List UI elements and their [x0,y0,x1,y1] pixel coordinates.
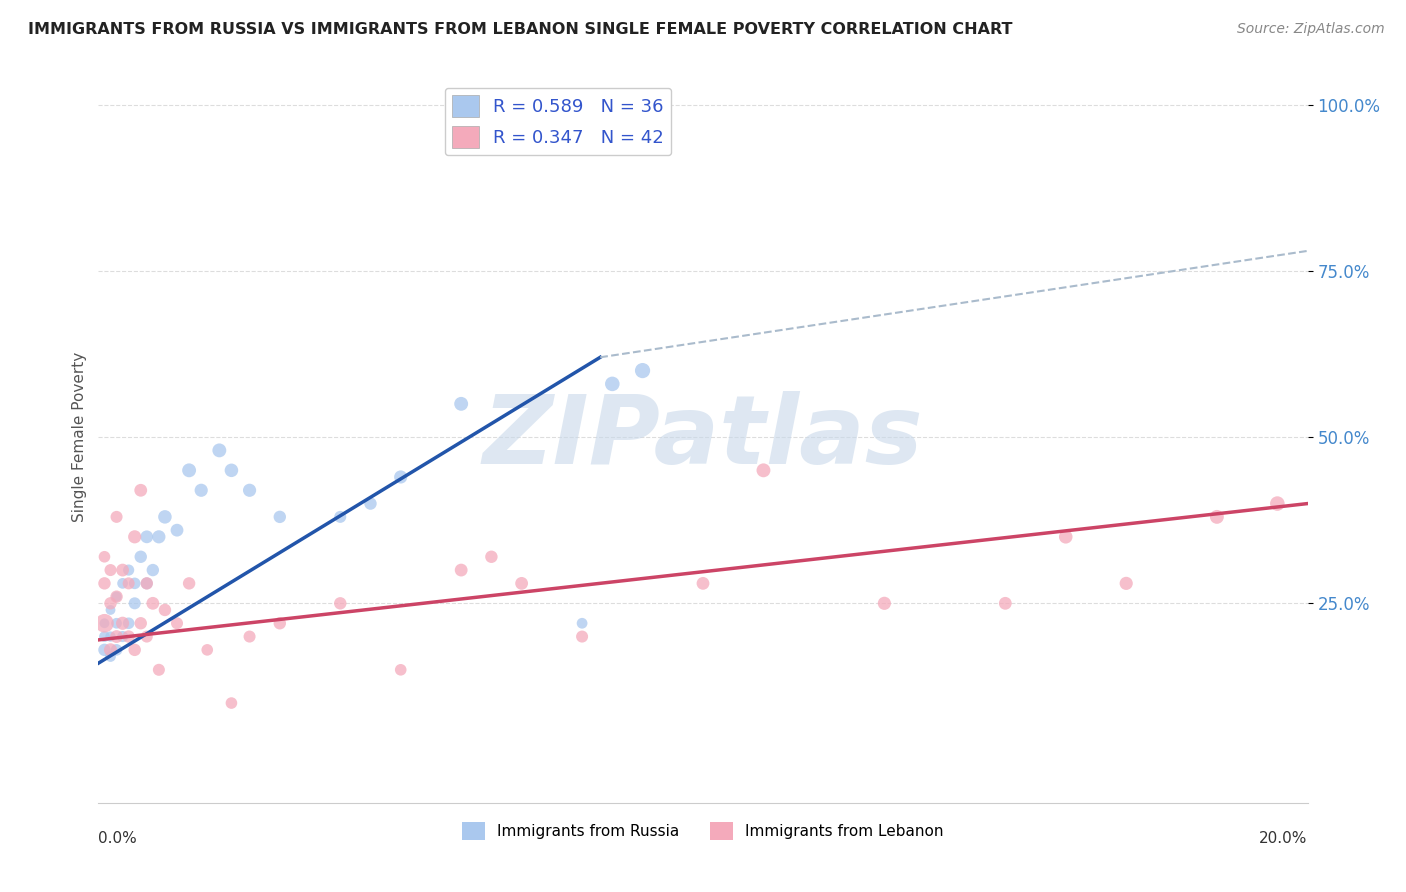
Point [111,630,134,644]
Point [692,576,714,591]
Point [269,616,291,631]
Point [118,576,141,591]
Point [135,630,157,644]
Text: 20.0%: 20.0% [1260,831,1308,846]
Text: 0.0%: 0.0% [98,831,138,846]
Point [93,549,115,564]
Point [111,616,134,631]
Point [1267,497,1289,511]
Point [1115,576,1137,591]
Point [93,616,115,631]
Point [360,497,382,511]
Legend: Immigrants from Russia, Immigrants from Lebanon: Immigrants from Russia, Immigrants from … [456,815,950,847]
Point [239,630,262,644]
Point [450,563,472,577]
Point [873,596,896,610]
Point [153,603,176,617]
Text: Source: ZipAtlas.com: Source: ZipAtlas.com [1237,22,1385,37]
Point [142,563,165,577]
Point [105,630,128,644]
Point [389,470,412,484]
Point [329,596,352,610]
Point [752,463,775,477]
Point [93,616,115,631]
Point [100,649,122,664]
Point [118,563,141,577]
Point [135,576,157,591]
Point [148,530,170,544]
Point [166,616,188,631]
Point [129,549,152,564]
Point [93,576,115,591]
Point [129,483,152,498]
Y-axis label: Single Female Poverty: Single Female Poverty [72,352,87,522]
Point [631,363,654,377]
Point [166,523,188,537]
Point [195,643,218,657]
Point [100,596,122,610]
Point [105,590,128,604]
Point [142,596,165,610]
Point [100,603,122,617]
Point [105,643,128,657]
Point [1206,509,1229,524]
Point [118,630,141,644]
Point [124,643,146,657]
Point [1054,530,1077,544]
Point [105,616,128,631]
Point [100,563,122,577]
Point [93,630,115,644]
Point [135,576,157,591]
Point [269,509,291,524]
Point [93,643,115,657]
Point [602,376,624,391]
Point [124,576,146,591]
Point [135,530,157,544]
Point [118,616,141,631]
Point [105,509,128,524]
Point [481,549,503,564]
Point [100,630,122,644]
Point [571,616,593,631]
Point [329,509,352,524]
Point [208,443,231,458]
Point [179,463,201,477]
Point [111,576,134,591]
Point [148,663,170,677]
Point [239,483,262,498]
Point [100,643,122,657]
Point [221,696,243,710]
Point [111,563,134,577]
Point [994,596,1017,610]
Point [179,576,201,591]
Point [153,509,176,524]
Point [129,616,152,631]
Point [389,663,412,677]
Text: IMMIGRANTS FROM RUSSIA VS IMMIGRANTS FROM LEBANON SINGLE FEMALE POVERTY CORRELAT: IMMIGRANTS FROM RUSSIA VS IMMIGRANTS FRO… [28,22,1012,37]
Point [510,576,533,591]
Point [124,596,146,610]
Point [221,463,243,477]
Point [450,397,472,411]
Point [190,483,212,498]
Point [124,530,146,544]
Point [571,97,593,112]
Text: ZIPatlas: ZIPatlas [482,391,924,483]
Point [105,590,128,604]
Point [571,630,593,644]
